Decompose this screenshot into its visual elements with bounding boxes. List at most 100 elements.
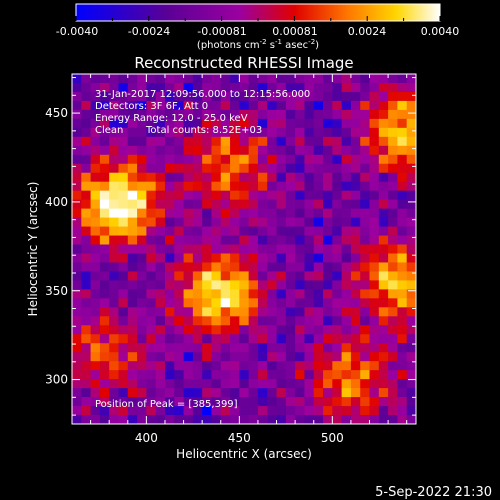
heatmap-cell (211, 253, 222, 264)
heatmap-cell (378, 190, 389, 201)
heatmap-cell (211, 415, 222, 424)
heatmap-cell (341, 379, 352, 389)
heatmap-cell (285, 109, 296, 120)
heatmap-cell (304, 82, 315, 93)
heatmap-cell (248, 271, 259, 282)
heatmap-cell (285, 190, 296, 201)
heatmap-cell (109, 271, 120, 282)
heatmap-cell (332, 199, 343, 210)
heatmap-cell (146, 91, 157, 102)
heatmap-cell (276, 388, 287, 398)
heatmap-cell (155, 109, 166, 120)
heatmap-cell (109, 379, 120, 389)
heatmap-cell (90, 307, 101, 317)
heatmap-cell (267, 100, 278, 111)
heatmap-cell (164, 91, 175, 102)
heatmap-cell (202, 406, 213, 416)
heatmap-cell (406, 172, 416, 183)
peak-position-text: Position of Peak = [385,399] (95, 399, 238, 410)
heatmap-cell (90, 208, 101, 219)
heatmap-cell (146, 100, 157, 111)
heatmap-cell (257, 226, 268, 237)
heatmap-cell (155, 172, 166, 183)
heatmap-cell (127, 298, 138, 308)
heatmap-cell (295, 289, 306, 299)
heatmap-cell (313, 190, 324, 201)
heatmap-cell (257, 262, 268, 273)
heatmap-cell (304, 172, 315, 183)
heatmap-cell (406, 253, 416, 264)
heatmap-cell (257, 397, 268, 407)
heatmap-cell (211, 217, 222, 228)
heatmap-cell (81, 379, 92, 389)
heatmap-cell (323, 172, 333, 183)
heatmap-cell (350, 307, 361, 317)
heatmap-cell (211, 154, 222, 165)
heatmap-cell (109, 91, 120, 102)
heatmap-cell (332, 415, 343, 424)
heatmap-cell (137, 172, 147, 183)
heatmap-cell (332, 91, 343, 102)
heatmap-cell (406, 298, 416, 308)
heatmap-cell (137, 397, 147, 407)
heatmap-cell (285, 74, 296, 84)
heatmap-cell (220, 307, 231, 317)
heatmap-cell (378, 226, 389, 237)
heatmap-cell (90, 343, 101, 353)
heatmap-cell (183, 127, 194, 138)
heatmap-cell (276, 100, 287, 111)
heatmap-cell (220, 163, 231, 174)
heatmap-cell (323, 100, 333, 111)
heatmap-cell (192, 253, 203, 264)
heatmap-cell (257, 370, 268, 380)
heatmap-cell (174, 388, 185, 398)
heatmap-cell (118, 190, 129, 201)
heatmap-cell (230, 172, 240, 183)
heatmap-cell (183, 343, 194, 353)
heatmap-cell (285, 370, 296, 380)
heatmap-cell (369, 361, 380, 371)
heatmap-cell (164, 388, 175, 398)
heatmap-cell (388, 226, 399, 237)
heatmap-cell (397, 145, 408, 156)
heatmap-cell (406, 325, 416, 335)
heatmap-cell (276, 226, 287, 237)
heatmap-cell (313, 154, 324, 165)
heatmap-cell (137, 100, 147, 111)
heatmap-cell (239, 316, 250, 326)
heatmap-cell (406, 397, 416, 407)
heatmap-cell (295, 253, 306, 264)
heatmap-cell (90, 262, 101, 273)
heatmap-cell (378, 316, 389, 326)
heatmap-cell (285, 397, 296, 407)
heatmap-cell (295, 163, 306, 174)
heatmap-cell (257, 388, 268, 398)
heatmap-cell (81, 253, 92, 264)
heatmap-cell (146, 325, 157, 335)
heatmap-cell (304, 136, 315, 147)
heatmap-cell (276, 253, 287, 264)
heatmap-cell (350, 406, 361, 416)
heatmap-cell (276, 172, 287, 183)
heatmap-cell (341, 199, 352, 210)
heatmap-cell (155, 352, 166, 362)
heatmap-cell (137, 145, 147, 156)
heatmap-cell (202, 262, 213, 273)
heatmap-cell (267, 74, 278, 84)
heatmap-cell (313, 307, 324, 317)
heatmap-cell (211, 280, 222, 290)
heatmap-cell (257, 199, 268, 210)
heatmap-cell (72, 361, 82, 371)
heatmap-cell (285, 118, 296, 129)
heatmap-cell (155, 253, 166, 264)
heatmap-cell (248, 289, 259, 299)
heatmap-cell (397, 289, 408, 299)
heatmap-cell (313, 74, 324, 84)
heatmap-cell (137, 217, 147, 228)
heatmap-cell (174, 208, 185, 219)
heatmap-cell (220, 289, 231, 299)
heatmap-cell (295, 109, 306, 120)
colorbar-tick-label: -0.0024 (128, 25, 170, 38)
heatmap-cell (257, 325, 268, 335)
heatmap-cell (369, 100, 380, 111)
